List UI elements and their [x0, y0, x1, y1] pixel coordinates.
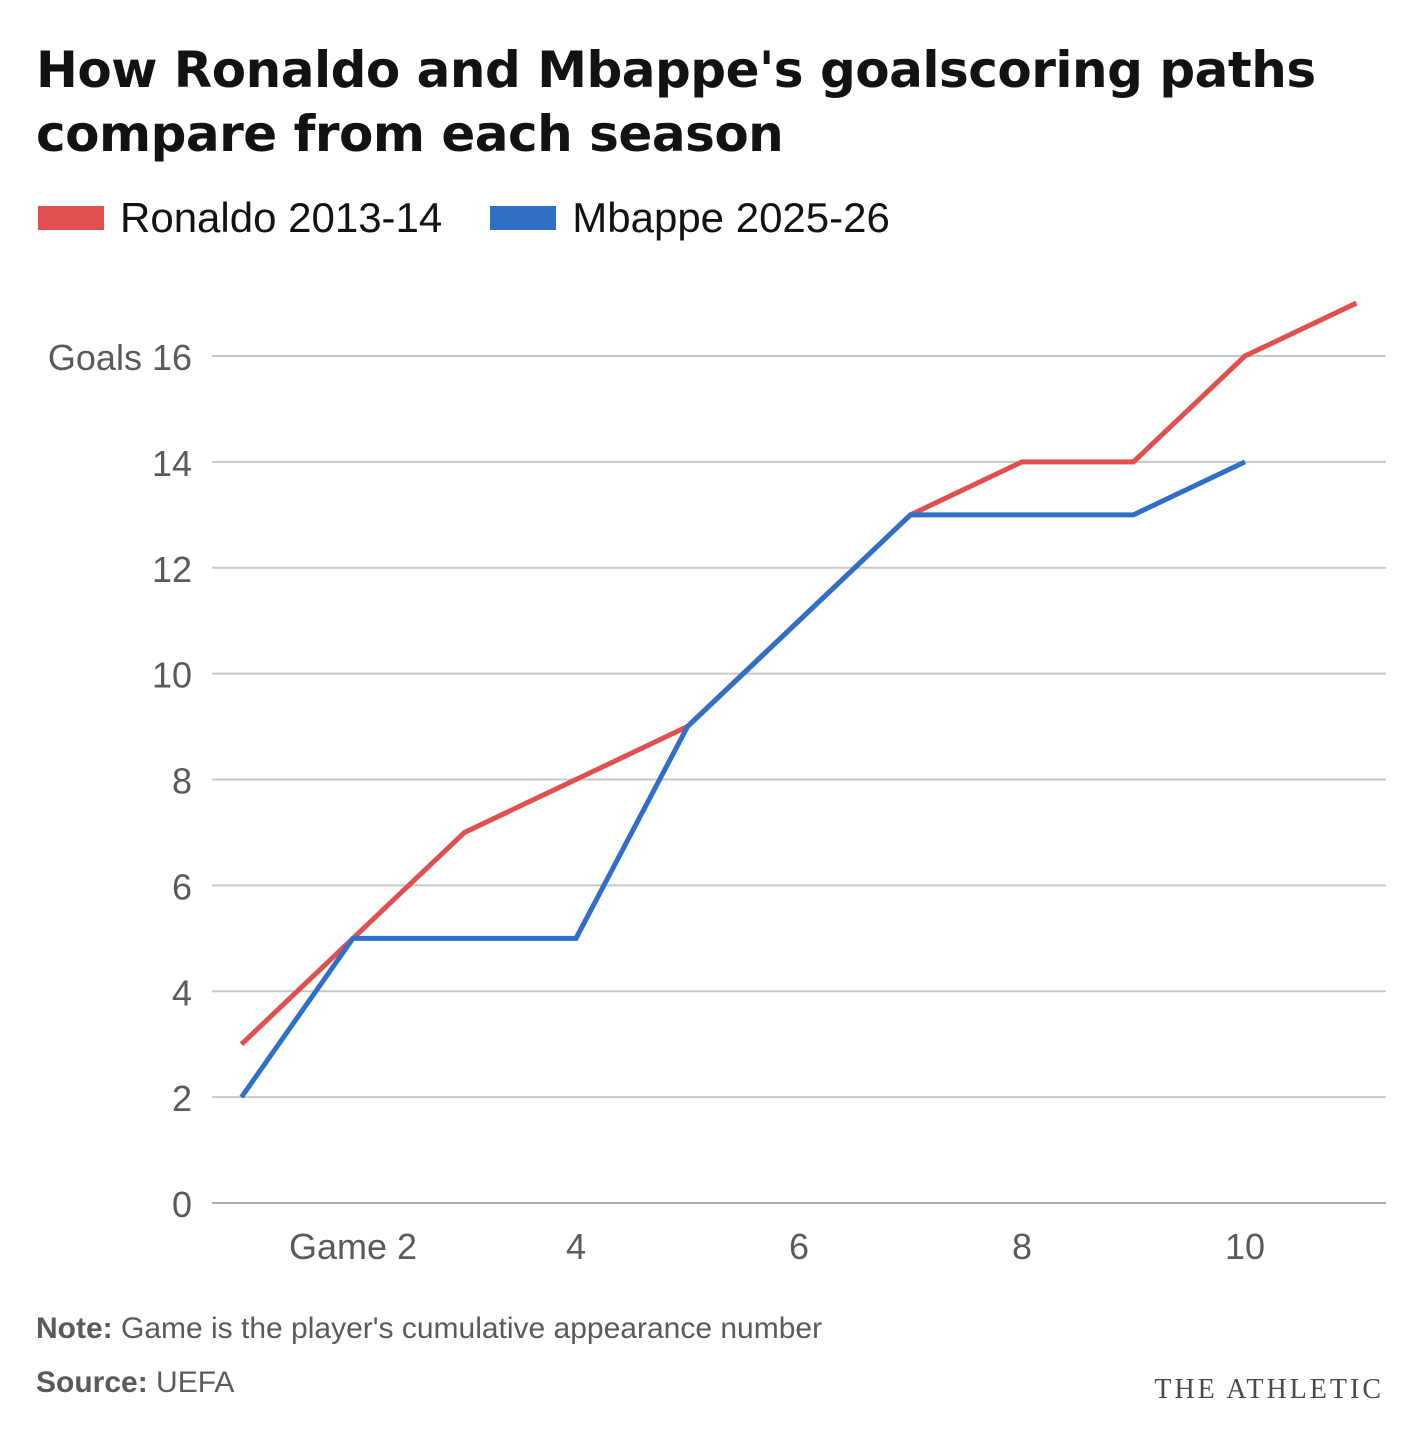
y-tick-label: 4	[172, 972, 192, 1013]
x-axis-ticks: Game 2 4 6 8 10	[289, 1226, 1265, 1267]
y-tick-label: 10	[152, 655, 192, 696]
chart-title: How Ronaldo and Mbappe's goalscoring pat…	[36, 41, 1316, 163]
legend-swatch-mbappe	[490, 206, 557, 230]
legend: Ronaldo 2013-14 Mbappe 2025-26	[38, 192, 938, 244]
y-tick-label: 0	[172, 1184, 192, 1225]
y-tick-label: 8	[172, 761, 192, 802]
legend-item-mbappe: Mbappe 2025-26	[490, 194, 890, 242]
legend-swatch-ronaldo	[38, 206, 104, 230]
gridlines	[212, 355, 1386, 1204]
x-tick-label: 8	[1012, 1226, 1032, 1267]
x-tick-label: 4	[566, 1226, 586, 1267]
y-tick-label: 2	[172, 1078, 192, 1119]
note-label: Note:	[36, 1312, 113, 1345]
legend-label-mbappe: Mbappe 2025-26	[572, 194, 890, 241]
source: Source: UEFA	[36, 1366, 234, 1400]
series-line-mbappe	[239, 459, 1247, 1099]
source-text: UEFA	[147, 1366, 235, 1399]
x-tick-label: Game 2	[289, 1226, 417, 1267]
brand-logo: THE ATHLETIC	[1154, 1374, 1384, 1405]
y-tick-label: 14	[152, 443, 192, 484]
y-tick-label: 6	[172, 866, 192, 907]
x-tick-label: 6	[789, 1226, 809, 1267]
y-tick-label: 12	[152, 549, 192, 590]
note-text: Game is the player's cumulative appearan…	[112, 1312, 823, 1345]
note: Note: Game is the player's cumulative ap…	[36, 1312, 822, 1346]
y-axis-ticks: 0 2 4 6 8 10 12 14 Goals 16	[48, 337, 192, 1225]
legend-item-ronaldo: Ronaldo 2013-14	[38, 194, 442, 242]
series-lines	[239, 300, 1358, 1099]
source-label: Source:	[36, 1366, 148, 1399]
legend-label-ronaldo: Ronaldo 2013-14	[120, 194, 443, 241]
y-tick-label: Goals 16	[48, 337, 192, 378]
x-tick-label: 10	[1225, 1226, 1265, 1267]
